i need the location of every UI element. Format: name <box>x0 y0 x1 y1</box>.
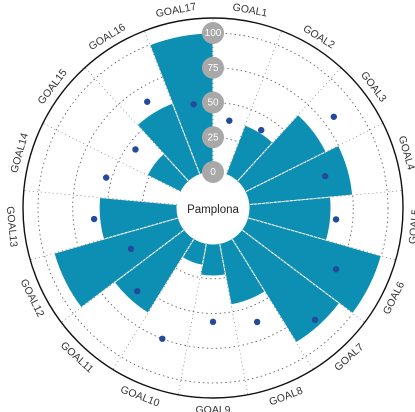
bar-goal12 <box>53 217 185 309</box>
point-goal12 <box>127 245 135 253</box>
point-goal16 <box>144 98 151 105</box>
spoke-line <box>112 238 195 370</box>
label-goal5: GOAL5 <box>407 209 415 245</box>
point-goal4 <box>321 172 329 180</box>
point-goal3 <box>330 113 337 120</box>
label-goal9: GOAL9 <box>195 404 230 412</box>
point-goal7 <box>311 316 319 324</box>
label-goal7: GOAL7 <box>332 341 366 374</box>
point-goal6 <box>332 266 340 273</box>
point-goal10 <box>159 335 166 342</box>
label-goal6: GOAL6 <box>381 280 407 317</box>
bar-goal9 <box>199 242 227 277</box>
point-goal9 <box>209 318 217 326</box>
spoke-line <box>241 229 365 323</box>
label-goal1: GOAL1 <box>232 1 269 19</box>
spoke-line <box>144 30 201 175</box>
label-goal11: GOAL11 <box>58 339 96 375</box>
spoke-line <box>23 190 178 205</box>
label-goal16: GOAL16 <box>87 21 128 53</box>
point-layer <box>90 98 340 342</box>
tick-badge <box>202 126 224 149</box>
spoke-line <box>84 67 189 182</box>
bar-goal8 <box>219 237 266 306</box>
spoke-line <box>30 217 179 261</box>
bar-goal6 <box>241 217 382 315</box>
tick-badge <box>202 161 224 183</box>
center-disc <box>178 173 248 243</box>
spoke-line <box>245 123 384 193</box>
point-goal1 <box>226 117 233 124</box>
point-goal14 <box>102 174 110 181</box>
tick-label-75: 75 <box>207 63 219 74</box>
spoke-line <box>248 190 403 205</box>
tick-badge <box>202 91 224 114</box>
center-label: Pamplona <box>187 204 239 216</box>
point-goal8 <box>253 318 261 326</box>
spoke-line <box>42 123 181 193</box>
bar-goal13 <box>98 196 179 240</box>
point-goal13 <box>90 215 98 223</box>
spoke-line <box>237 67 342 182</box>
tick-badge <box>202 22 224 44</box>
label-goal2: GOAL2 <box>301 23 337 52</box>
spoke-line <box>225 30 282 175</box>
point-goal17 <box>190 101 197 108</box>
point-goal5 <box>332 216 340 223</box>
bar-layer <box>53 32 382 344</box>
label-goal13: GOAL13 <box>4 206 20 248</box>
tick-label-25: 25 <box>207 132 219 143</box>
outer-ring <box>22 17 404 399</box>
tick-badge <box>202 56 224 79</box>
spoke-line <box>231 238 314 370</box>
point-goal11 <box>134 287 141 295</box>
label-goal10: GOAL10 <box>119 384 162 410</box>
spoke-line <box>247 217 396 261</box>
grid-circle <box>72 67 354 349</box>
spoke-line <box>177 243 207 395</box>
label-goal12: GOAL12 <box>18 277 47 319</box>
label-goal17: GOAL17 <box>155 1 198 20</box>
tick-label-0: 0 <box>210 167 216 178</box>
tick-label-50: 50 <box>207 98 219 109</box>
tick-label-100: 100 <box>205 28 222 39</box>
point-goal15 <box>132 146 139 153</box>
bar-goal7 <box>231 228 341 344</box>
radial-tick-labels: 0 25 50 75 100 <box>202 22 224 183</box>
spoke-layer <box>23 18 403 395</box>
spoke-line <box>219 243 249 395</box>
label-goal3: GOAL3 <box>358 69 389 104</box>
point-goal2 <box>258 126 265 134</box>
spoke-line <box>61 229 185 323</box>
label-goal15: GOAL15 <box>35 67 69 107</box>
